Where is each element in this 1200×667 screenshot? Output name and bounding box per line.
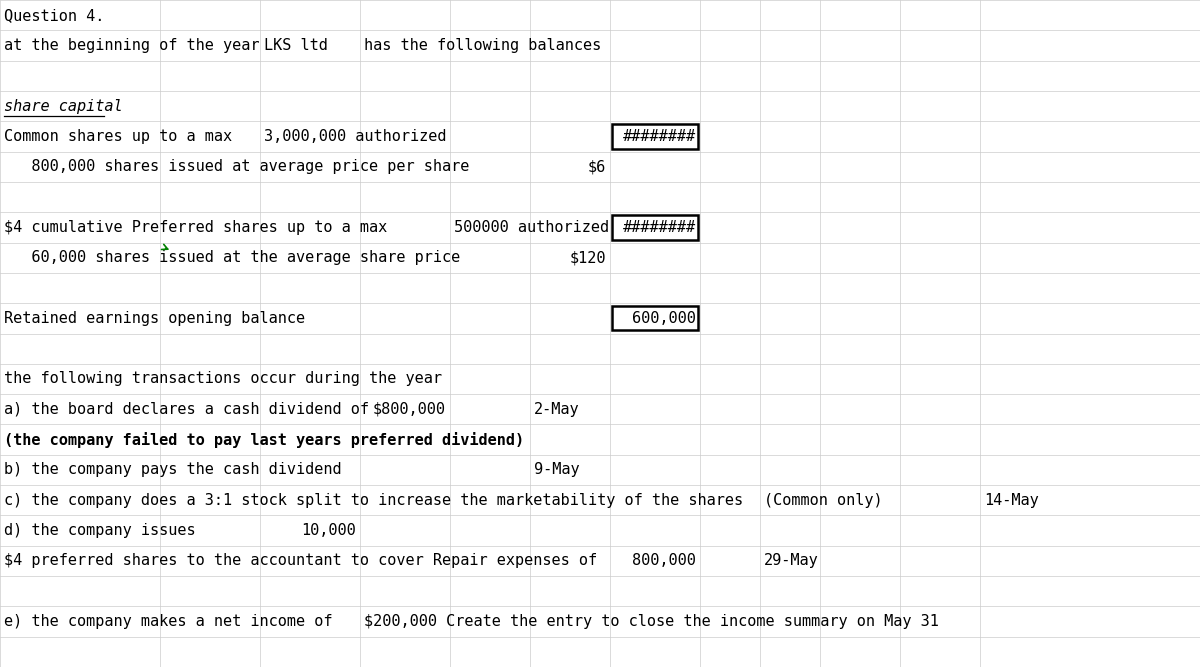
Text: 9-May: 9-May (534, 462, 580, 478)
Text: b) the company pays the cash dividend: b) the company pays the cash dividend (4, 462, 342, 478)
Text: at the beginning of the year: at the beginning of the year (4, 38, 259, 53)
Text: ########: ######## (623, 129, 696, 144)
Text: $800,000: $800,000 (373, 402, 446, 417)
FancyBboxPatch shape (612, 306, 698, 330)
Text: 60,000 shares issued at the average share price: 60,000 shares issued at the average shar… (4, 250, 461, 265)
Text: e) the company makes a net income of: e) the company makes a net income of (4, 614, 332, 629)
Text: $200,000 Create the entry to close the income summary on May 31: $200,000 Create the entry to close the i… (364, 614, 938, 629)
Text: 600,000: 600,000 (632, 311, 696, 326)
Text: (the company failed to pay last years preferred dividend): (the company failed to pay last years pr… (4, 432, 524, 448)
Text: 800,000: 800,000 (632, 554, 696, 568)
Text: a) the board declares a cash dividend of: a) the board declares a cash dividend of (4, 402, 370, 417)
Text: d) the company issues: d) the company issues (4, 523, 196, 538)
Text: ########: ######## (623, 220, 696, 235)
Text: $4 cumulative Preferred shares up to a max: $4 cumulative Preferred shares up to a m… (4, 220, 388, 235)
FancyBboxPatch shape (612, 124, 698, 149)
Text: Common shares up to a max: Common shares up to a max (4, 129, 232, 144)
Text: c) the company does a 3:1 stock split to increase the marketability of the share: c) the company does a 3:1 stock split to… (4, 493, 743, 508)
Text: Question 4.: Question 4. (4, 7, 104, 23)
Text: 800,000 shares issued at average price per share: 800,000 shares issued at average price p… (4, 159, 469, 174)
Text: 500000 authorized: 500000 authorized (454, 220, 610, 235)
Text: 3,000,000 authorized: 3,000,000 authorized (264, 129, 446, 144)
FancyBboxPatch shape (612, 215, 698, 239)
Text: has the following balances: has the following balances (364, 38, 601, 53)
Text: (Common only): (Common only) (764, 493, 883, 508)
Text: 10,000: 10,000 (301, 523, 356, 538)
Text: $4 preferred shares to the accountant to cover Repair expenses of: $4 preferred shares to the accountant to… (4, 554, 598, 568)
Text: share capital: share capital (4, 99, 122, 113)
Text: $120: $120 (570, 250, 606, 265)
Text: $6: $6 (588, 159, 606, 174)
Text: LKS ltd: LKS ltd (264, 38, 328, 53)
Text: 29-May: 29-May (764, 554, 818, 568)
Text: the following transactions occur during the year: the following transactions occur during … (4, 372, 442, 386)
Text: Retained earnings opening balance: Retained earnings opening balance (4, 311, 305, 326)
Text: 14-May: 14-May (984, 493, 1039, 508)
Text: 2-May: 2-May (534, 402, 580, 417)
